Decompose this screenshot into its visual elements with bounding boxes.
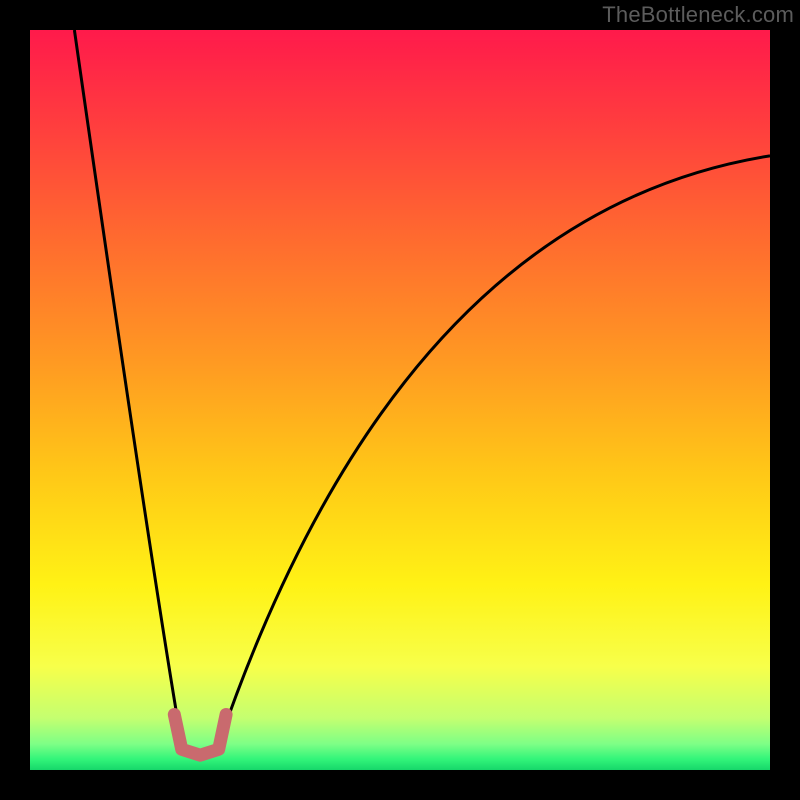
plot-area: [30, 30, 770, 770]
chart-frame: TheBottleneck.com: [0, 0, 800, 800]
watermark-text: TheBottleneck.com: [602, 2, 794, 28]
gradient-background: [30, 30, 770, 770]
chart-svg: [30, 30, 770, 770]
